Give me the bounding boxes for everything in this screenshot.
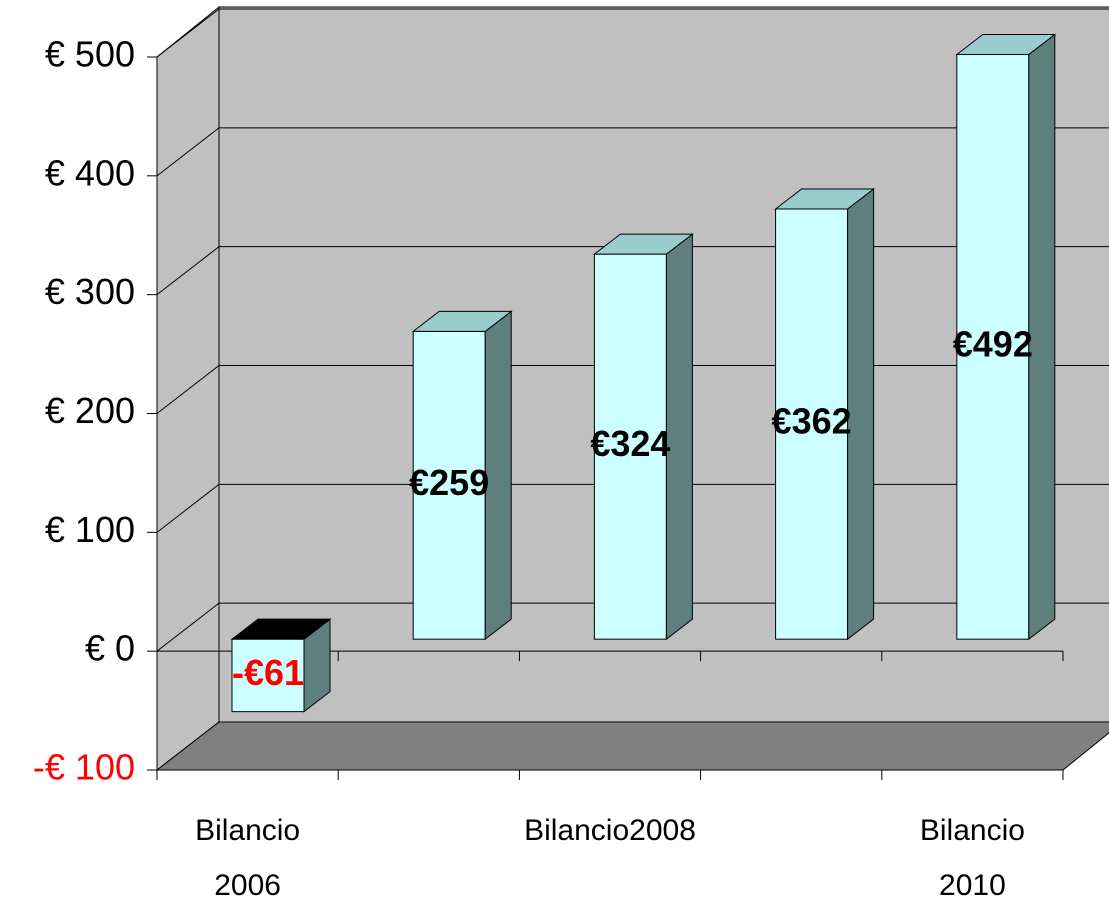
y-tick-label: € 400 bbox=[45, 152, 135, 193]
y-tick-label: € 500 bbox=[45, 34, 135, 75]
bar-top bbox=[411, 310, 513, 332]
data-label: €362 bbox=[772, 401, 852, 442]
data-label: €492 bbox=[953, 323, 1033, 364]
data-label: €324 bbox=[590, 423, 670, 464]
data-label: -€61 bbox=[232, 652, 304, 693]
x-tick-label: Bilancio 2010 bbox=[920, 814, 1025, 902]
y-tick-label: € 200 bbox=[45, 390, 135, 431]
bar-top bbox=[230, 618, 332, 640]
bar bbox=[955, 33, 1057, 641]
data-label: €259 bbox=[409, 462, 489, 503]
bar-front bbox=[412, 330, 486, 640]
bar-front bbox=[775, 208, 849, 640]
bar-front bbox=[956, 54, 1030, 640]
bar bbox=[774, 187, 876, 641]
y-tick-label: -€ 100 bbox=[33, 747, 135, 788]
y-tick-label: € 0 bbox=[85, 628, 135, 669]
bar bbox=[230, 618, 332, 713]
y-tick-label: € 100 bbox=[45, 509, 135, 550]
bar-top bbox=[592, 233, 694, 255]
bar-top bbox=[955, 34, 1057, 56]
bar-front bbox=[593, 253, 667, 640]
bar bbox=[592, 233, 694, 641]
x-tick-label: Bilancio 2006 bbox=[195, 814, 300, 902]
bar-top bbox=[774, 188, 876, 210]
y-tick-label: € 300 bbox=[45, 271, 135, 312]
floor bbox=[155, 721, 1109, 771]
x-tick-label: Bilancio2008 bbox=[524, 814, 696, 847]
grid-line bbox=[156, 127, 1109, 177]
bar bbox=[411, 310, 513, 641]
grid-line bbox=[156, 8, 1109, 58]
side-wall bbox=[156, 5, 220, 772]
